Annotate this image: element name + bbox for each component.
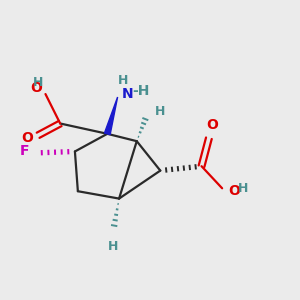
Polygon shape — [104, 97, 118, 135]
Text: H: H — [108, 240, 119, 253]
Text: O: O — [206, 118, 218, 132]
Text: H: H — [238, 182, 249, 195]
Text: H: H — [118, 74, 129, 87]
Text: H: H — [33, 76, 43, 89]
Text: O: O — [21, 131, 33, 145]
Text: -H: -H — [132, 84, 150, 98]
Text: O: O — [228, 184, 240, 198]
Text: O: O — [31, 81, 43, 95]
Text: F: F — [20, 145, 29, 158]
Text: N: N — [122, 87, 134, 101]
Text: H: H — [154, 105, 165, 118]
